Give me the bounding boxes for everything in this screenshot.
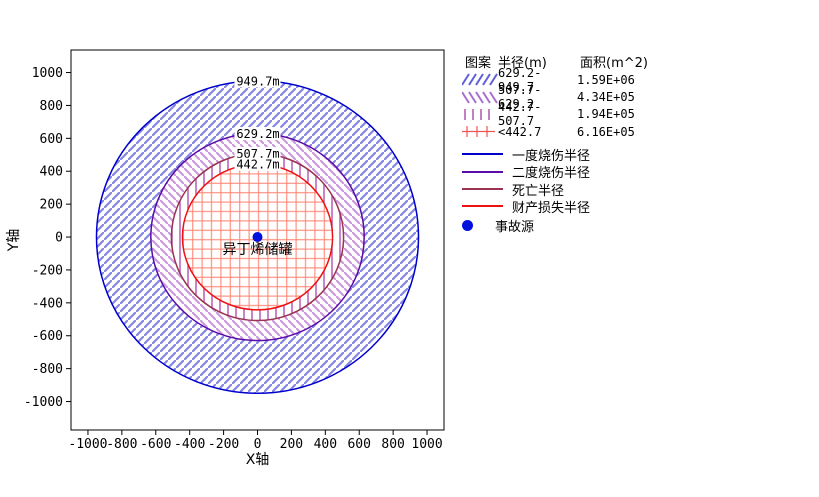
legend-line-label: 财产损失半径: [512, 200, 591, 216]
legend-area-value: 6.16E+05: [577, 124, 635, 139]
legend-radius-range: 442.7-507.7: [498, 100, 542, 129]
y-tick-label: -1000: [24, 395, 63, 410]
radius-label: 949.7m: [236, 74, 279, 88]
x-tick-label: 0: [254, 437, 262, 452]
vertical-lines-swatch: [464, 108, 490, 120]
x-tick-label: -200: [208, 437, 239, 452]
x-tick-label: 200: [280, 437, 303, 452]
radius-label-bg: [234, 74, 281, 88]
legend-pattern-row: 442.7-507.7 1.94E+05: [458, 100, 648, 128]
radius-label: 507.7m: [236, 147, 279, 161]
legend-line-swatch: [462, 188, 503, 191]
hatch-forward-swatch: [462, 73, 498, 86]
y-tick-label: -200: [32, 263, 63, 278]
accident-source-marker: [252, 232, 263, 243]
legend-line-swatch: [462, 170, 503, 173]
legend-line-label: 一度烧伤半径: [512, 148, 591, 164]
legend-line-swatch: [462, 153, 503, 156]
legend-header-radius: 半径(m): [498, 56, 547, 71]
legend-source-label: 事故源: [495, 219, 535, 235]
cross-hatch-swatch: [462, 126, 495, 138]
radius-label-bg: [234, 127, 281, 141]
x-tick-label: -600: [140, 437, 171, 452]
accident-source-dot: [462, 219, 473, 231]
x-axis-title: X轴: [246, 452, 270, 468]
legend-radius-range: 629.2-949.7: [498, 65, 542, 94]
source-label: 异丁烯储罐: [223, 242, 293, 258]
legend-radius-range: <442.7: [498, 124, 542, 139]
legend-line-label: 二度烧伤半径: [512, 166, 591, 182]
legend-line-label: 死亡半径: [512, 183, 565, 199]
legend-line-row: 死亡半径: [458, 180, 648, 199]
y-tick-label: -800: [32, 362, 63, 377]
legend-line-row: 一度烧伤半径: [458, 146, 648, 164]
x-tick-label: -400: [174, 437, 205, 452]
x-tick-label: 800: [381, 437, 404, 452]
legend-area-value: 1.59E+06: [577, 72, 635, 87]
y-tick-label: 0: [55, 231, 63, 246]
legend: 图案 半径(m) 面积(m^2) 629.2-949.7 1.59E+06 50…: [458, 52, 648, 235]
x-tick-label: 600: [347, 437, 370, 452]
legend-area-value: 1.94E+05: [577, 107, 635, 122]
y-tick-label: 1000: [32, 66, 63, 81]
radius-label-bg: [234, 147, 281, 161]
y-axis-title: Y轴: [6, 229, 22, 253]
y-tick-label: 400: [40, 165, 63, 180]
x-tick-label: 400: [314, 437, 337, 452]
legend-line-row: 二度烧伤半径: [458, 163, 648, 182]
legend-pattern-row: 629.2-949.7 1.59E+06: [458, 66, 648, 94]
y-tick-label: 200: [40, 198, 63, 213]
legend-header-area: 面积(m^2): [580, 56, 648, 71]
hatch-backward-swatch: [462, 91, 498, 104]
legend-header-pattern: 图案: [465, 56, 492, 71]
y-tick-label: -600: [32, 329, 63, 344]
x-tick-label: 1000: [411, 437, 442, 452]
legend-area-value: 4.34E+05: [577, 90, 635, 105]
radius-label: 442.7m: [236, 158, 279, 172]
radius-label: 629.2m: [236, 127, 279, 141]
legend-header: 图案 半径(m) 面积(m^2): [458, 52, 648, 71]
x-tick-label: -800: [106, 437, 137, 452]
x-tick-label: -1000: [68, 437, 107, 452]
y-tick-label: -400: [32, 296, 63, 311]
legend-line-row: 财产损失半径: [458, 198, 648, 216]
legend-pattern-row: 507.7-629.2 4.34E+05: [458, 83, 648, 111]
legend-pattern-row: <442.7 6.16E+05: [458, 123, 648, 140]
y-tick-label: 800: [40, 99, 63, 114]
radius-label-bg: [234, 157, 281, 171]
y-tick-label: 600: [40, 132, 63, 147]
legend-source-row: 事故源: [458, 217, 648, 235]
legend-line-swatch: [462, 205, 503, 208]
legend-radius-range: 507.7-629.2: [498, 83, 542, 112]
